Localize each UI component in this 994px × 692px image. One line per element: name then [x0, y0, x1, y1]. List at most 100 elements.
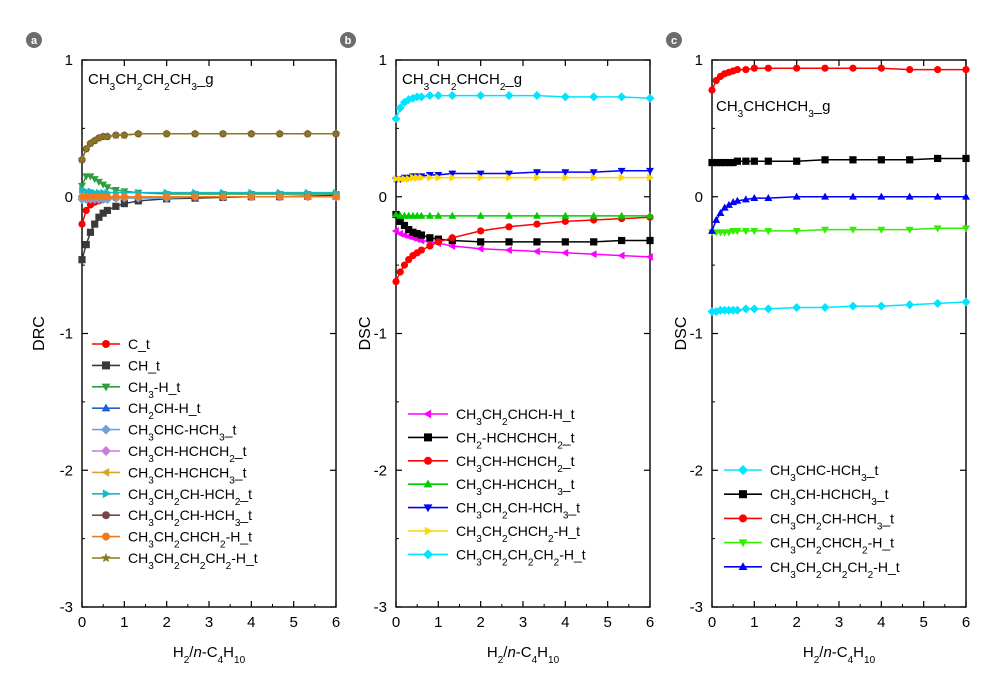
series: [78, 193, 340, 201]
legend-entry: CH3CH2CH-HCH3_t: [724, 510, 894, 532]
series: [708, 192, 970, 234]
data-point: [961, 297, 971, 307]
x-tick-label: 0: [78, 614, 86, 631]
legend-marker: [101, 552, 111, 563]
series-line: [395, 216, 651, 282]
data-point: [94, 133, 104, 142]
data-point: [275, 129, 285, 138]
legend-label: CH3CH2CH2CH2-H_t: [456, 546, 586, 568]
data-point: [119, 130, 129, 139]
legend-entry: CH3CH-HCHCH3_t: [92, 464, 247, 486]
legend-entry: CH3CH-HCHCH3_t: [724, 486, 889, 508]
x-tick-label: 1: [120, 614, 128, 631]
data-point: [86, 228, 95, 236]
data-point: [87, 187, 95, 196]
series-line: [711, 196, 966, 232]
x-tick-label: 4: [561, 614, 569, 631]
legend-marker: [101, 424, 111, 435]
data-point: [764, 64, 772, 72]
series: [392, 210, 654, 219]
data-point: [191, 193, 199, 201]
legend-entry: CH3CH2CHCH2-H_t: [724, 535, 894, 556]
x-tick-label: 4: [877, 614, 885, 631]
data-point: [821, 226, 829, 234]
data-point: [86, 138, 95, 148]
legend-marker: [424, 456, 432, 465]
data-point: [793, 157, 801, 165]
data-point: [763, 304, 773, 314]
data-point: [505, 211, 513, 219]
data-point: [934, 65, 942, 74]
data-point: [905, 226, 914, 234]
data-point: [708, 86, 716, 94]
data-point: [247, 193, 255, 201]
data-point: [505, 223, 513, 231]
panel-label-badge: [666, 32, 682, 48]
data-point: [434, 238, 442, 246]
data-point: [448, 234, 456, 242]
series: [392, 213, 654, 286]
data-point: [477, 227, 485, 235]
panel-label-badge: [340, 32, 356, 48]
data-point: [112, 202, 120, 210]
panel-title: CH3CH2CH2CH3_g: [88, 71, 214, 93]
data-point: [505, 238, 513, 246]
y-tick-label: 0: [695, 189, 703, 206]
data-point: [426, 173, 435, 182]
legend-label: CH3CH2CH-HCH3_t: [128, 507, 252, 529]
data-point: [447, 91, 457, 101]
panel-label: b: [345, 35, 352, 47]
series: [77, 129, 341, 164]
data-point: [590, 173, 598, 182]
series-line: [711, 67, 966, 91]
data-point: [78, 220, 86, 228]
data-point: [821, 192, 829, 200]
data-point: [821, 64, 829, 72]
data-point: [962, 225, 970, 233]
y-axis-label: DSC: [673, 317, 690, 351]
legend-entry: CH3CH2CH2CH2-H_t: [408, 546, 586, 568]
legend-entry: CH3CH2CH2CH2-H_t: [724, 559, 900, 580]
legend-marker: [424, 526, 433, 536]
data-point: [400, 261, 409, 269]
series: [708, 64, 970, 94]
y-tick-label: -2: [374, 462, 387, 479]
legend-marker: [101, 446, 111, 456]
legend-marker: [102, 489, 111, 499]
data-point: [433, 91, 443, 101]
data-point: [162, 129, 172, 138]
data-point: [646, 211, 654, 219]
x-axis-label: H2/n-C4H10: [487, 644, 560, 666]
data-point: [561, 217, 569, 225]
x-tick-label: 1: [434, 614, 442, 631]
data-point: [561, 169, 570, 177]
data-point: [720, 203, 729, 211]
data-point: [392, 277, 400, 286]
data-point: [933, 298, 943, 308]
legend: CH3CH2CHCH-H_tCH2-HCHCHCH2_tCH3CH-HCHCH2…: [408, 406, 586, 568]
legend-label: CH3CH-HCHCH2_t: [128, 443, 247, 465]
data-point: [820, 303, 830, 313]
data-point: [405, 175, 413, 183]
data-point: [190, 129, 200, 138]
data-point: [476, 91, 486, 101]
series-line: [712, 157, 966, 164]
data-point: [426, 234, 434, 242]
data-point: [877, 226, 886, 234]
y-tick-label: 1: [65, 52, 73, 69]
data-point: [724, 200, 733, 208]
data-point: [449, 173, 457, 182]
data-point: [933, 192, 942, 200]
legend-label: CH2-HCHCHCH2_t: [456, 429, 575, 451]
panel-title: CH3CHCHCH3_g: [716, 98, 830, 120]
panel-b: b 0 1 2 3 4 5 6 -3 -2 -1 0 1 DSC H2/n-C4H10 CH3CH2CHCH2…: [340, 32, 655, 666]
legend-entry: CH3CH2CH-HCH3_t: [92, 507, 252, 529]
data-point: [331, 129, 341, 138]
data-point: [120, 199, 128, 208]
data-point: [732, 305, 742, 315]
x-tick-label: 0: [708, 614, 716, 631]
data-point: [163, 193, 171, 201]
series-line: [395, 170, 650, 182]
legend-entry: CH3CHC-HCH3_t: [724, 462, 878, 484]
data-point: [589, 250, 597, 259]
